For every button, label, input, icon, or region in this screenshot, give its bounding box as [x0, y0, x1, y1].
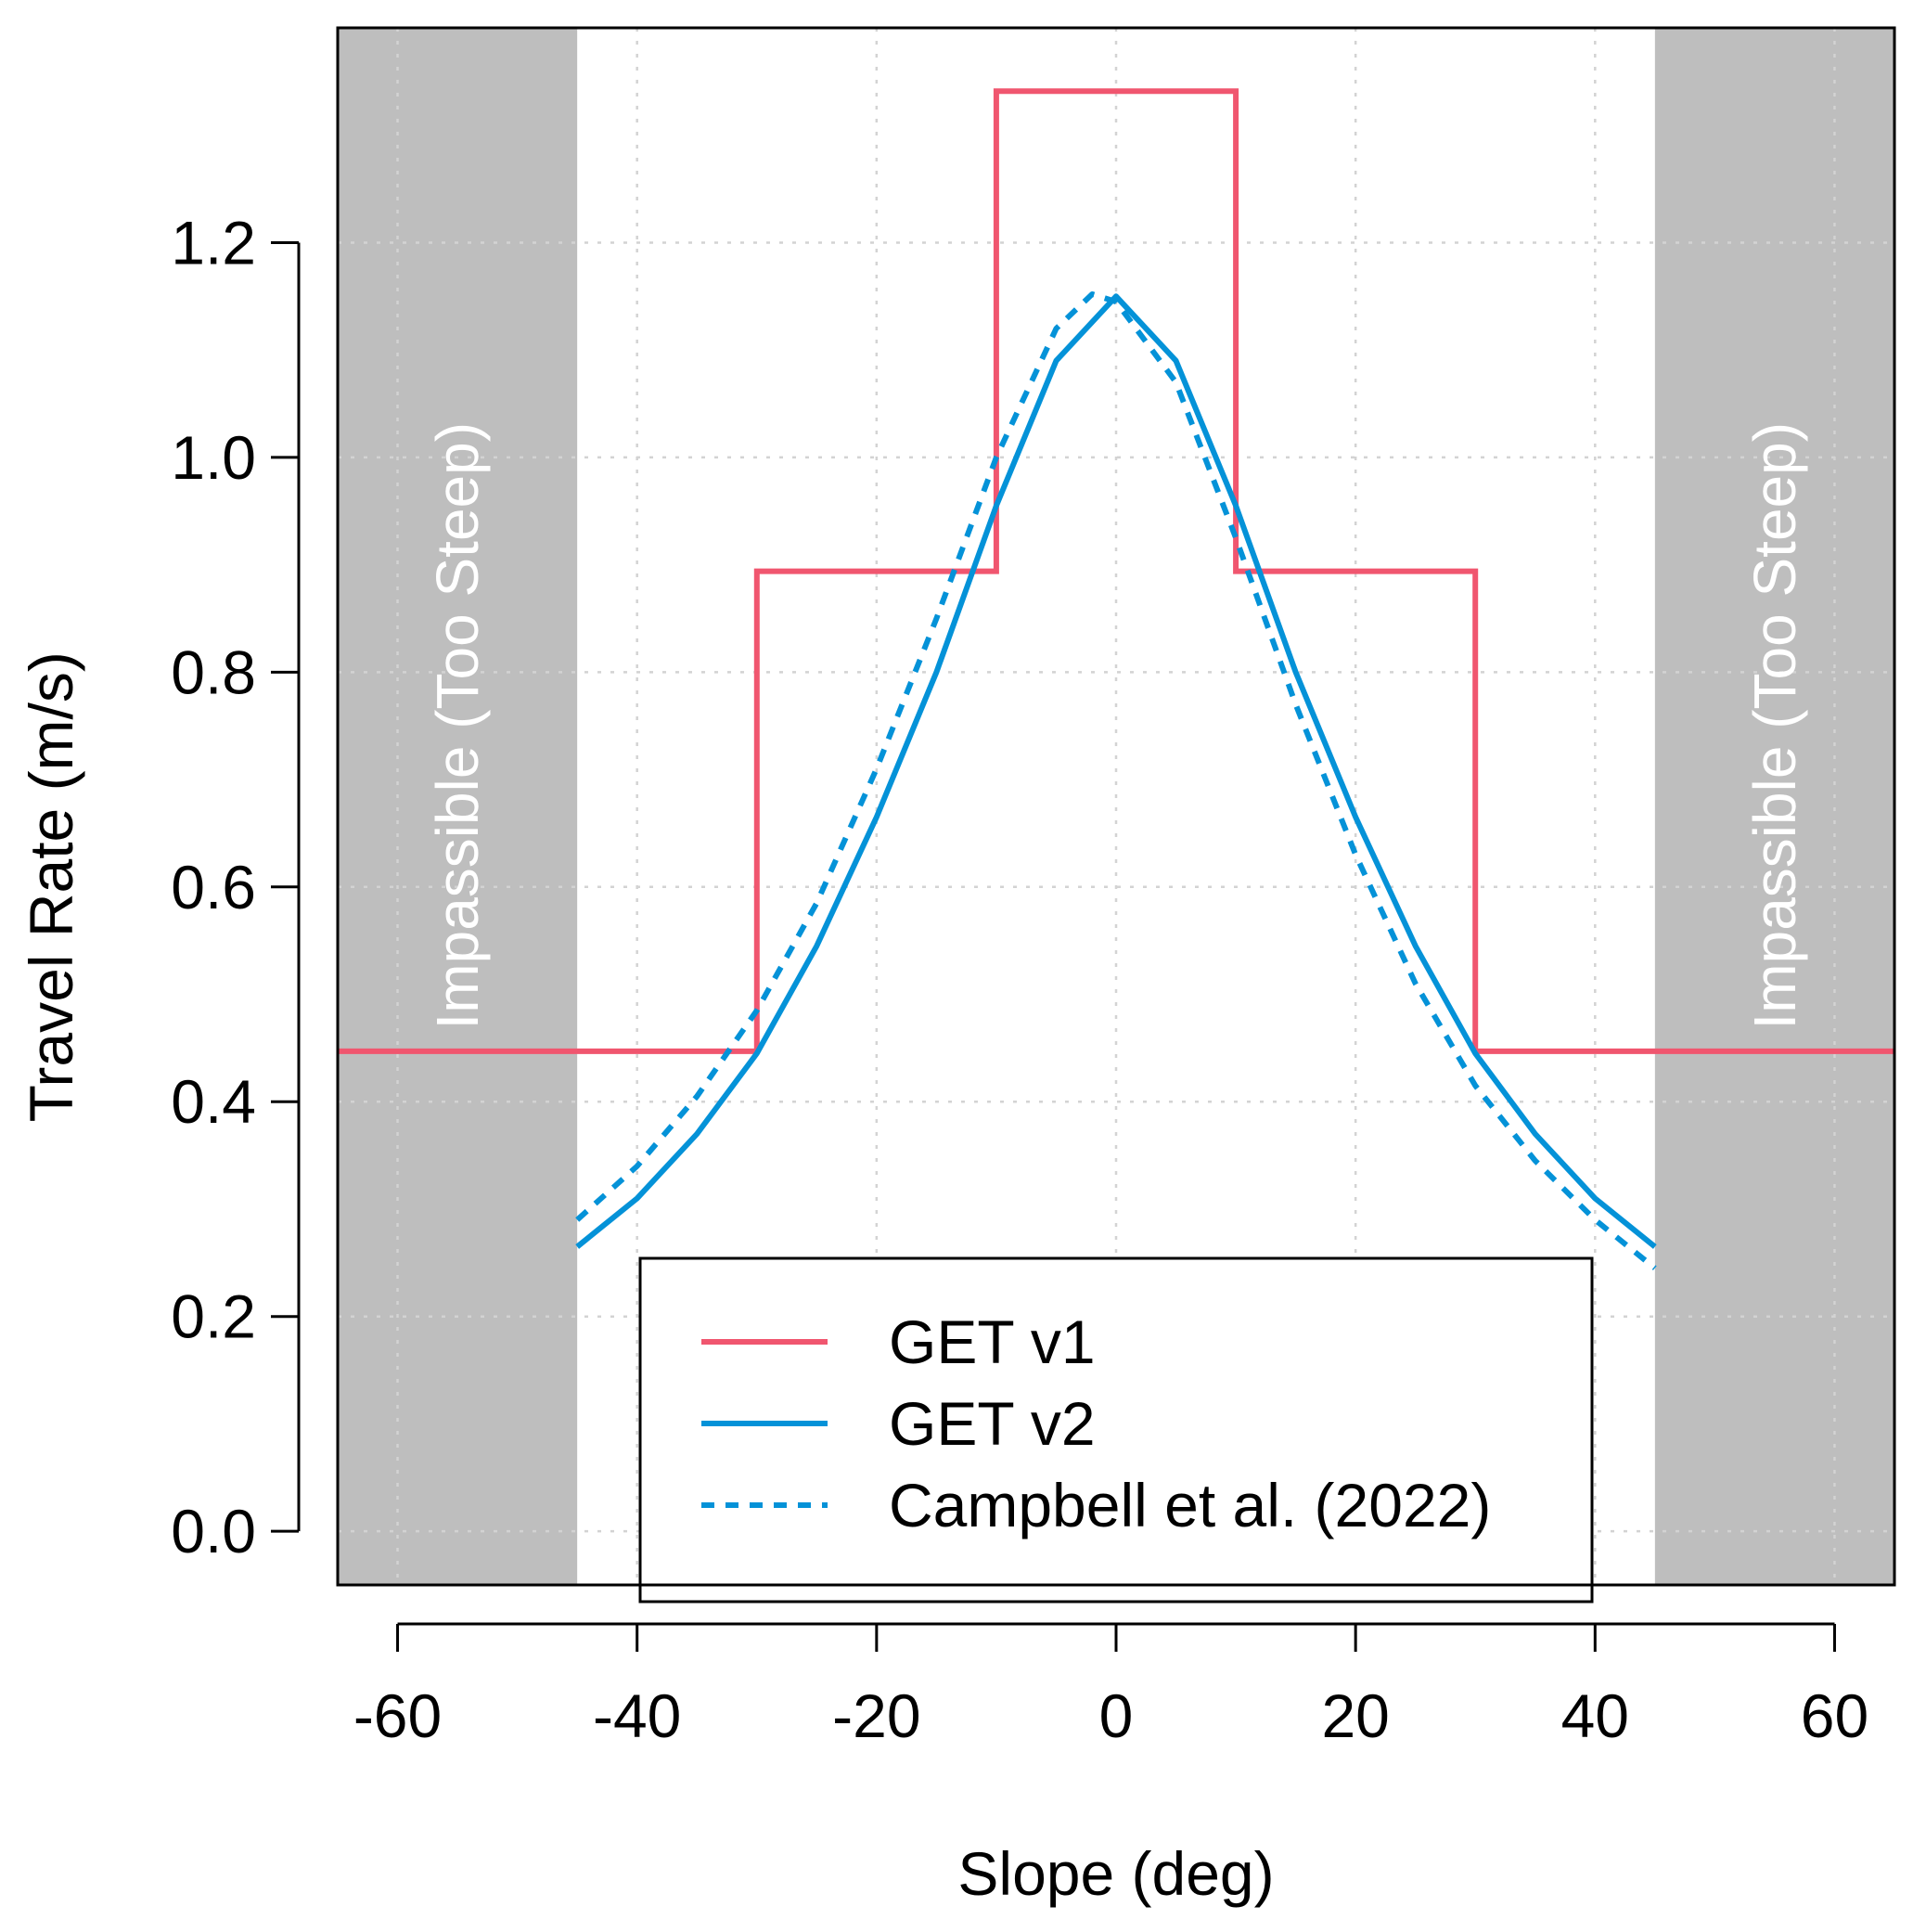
- series-line-2: [575, 293, 1657, 1249]
- y-tick-label-2: 0.4: [171, 1067, 256, 1136]
- legend-label-1: GET v1: [889, 1307, 1096, 1376]
- legend-box: [638, 1256, 1594, 1604]
- shaded-region-label-2: Impassible (Too Steep): [1741, 422, 1808, 1030]
- y-tick-label-0: 0.0: [171, 1497, 256, 1565]
- y-tick-label-3: 0.6: [171, 853, 256, 921]
- y-tick-label-5: 1.0: [171, 423, 256, 492]
- legend-label-3: Campbell et al. (2022): [889, 1471, 1491, 1539]
- plot-frame: [336, 26, 1896, 1587]
- shaded-regions: [338, 28, 1894, 1585]
- x-tick-label-0: -60: [353, 1681, 442, 1750]
- shaded-region-2: [1654, 28, 1894, 1585]
- shaded-region-label-1: Impassible (Too Steep): [424, 422, 491, 1030]
- series-line-3: [575, 291, 1657, 1270]
- series-line-1: [338, 88, 1894, 1054]
- x-tick-label-4: 20: [1321, 1681, 1389, 1750]
- legend-label-2: GET v2: [889, 1389, 1096, 1458]
- shaded-region-1: [338, 28, 578, 1585]
- y-tick-label-4: 0.8: [171, 638, 256, 706]
- x-tick-label-6: 60: [1801, 1681, 1868, 1750]
- shaded-region-labels: Impassible (Too Steep) Impassible (Too St…: [424, 422, 1808, 1030]
- y-tick-label-6: 1.2: [171, 208, 256, 277]
- legend: GET v1 GET v2 Campbell et al. (2022): [638, 1256, 1594, 1604]
- y-tick-label-1: 0.2: [171, 1282, 256, 1351]
- y-axis-title: Travel Rate (m/s): [17, 651, 85, 1122]
- x-tick-label-5: 40: [1561, 1681, 1629, 1750]
- x-axis: -60 -40 -20 0 20 40 60: [353, 1622, 1868, 1750]
- series-layer: [338, 88, 1894, 1270]
- x-tick-label-1: -40: [593, 1681, 681, 1750]
- x-axis-title: Slope (deg): [957, 1839, 1274, 1908]
- x-tick-label-3: 0: [1099, 1681, 1134, 1750]
- y-axis: 0.0 0.2 0.4 0.6 0.8 1.0 1.2: [171, 208, 301, 1565]
- x-tick-label-2: -20: [832, 1681, 920, 1750]
